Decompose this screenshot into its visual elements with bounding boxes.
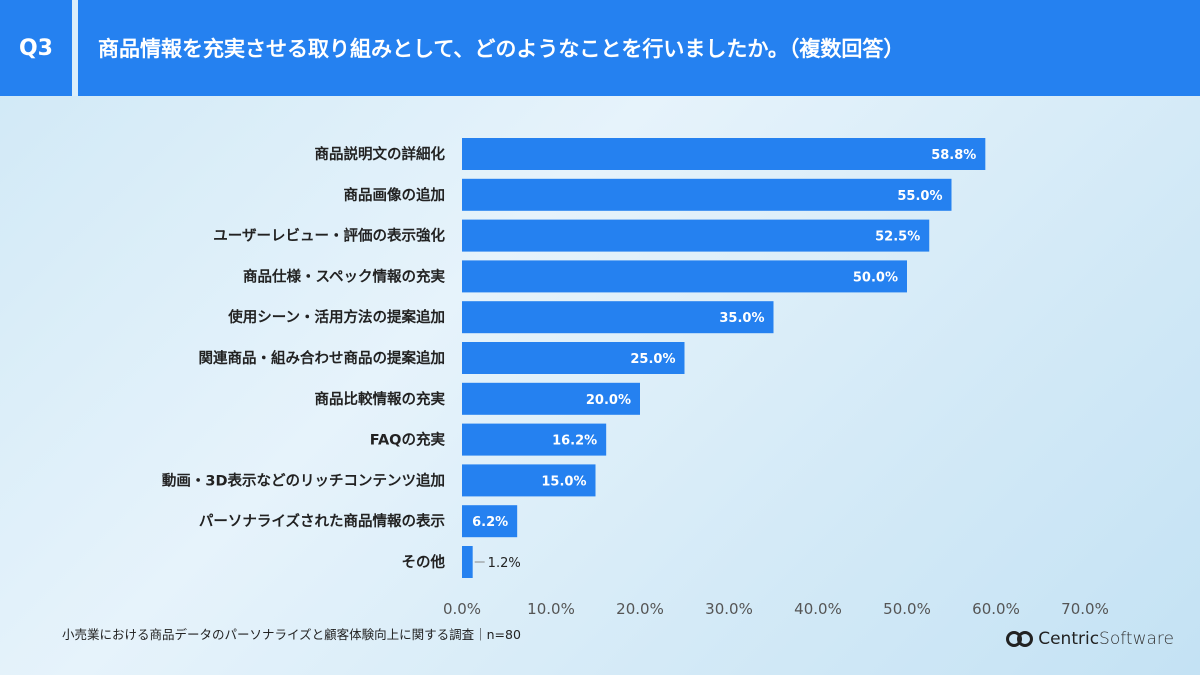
x-tick-label: 10.0% xyxy=(527,600,575,618)
bar xyxy=(462,382,640,415)
bar xyxy=(462,423,607,456)
x-tick-label: 0.0% xyxy=(443,600,481,618)
category-label: 関連商品・組み合わせ商品の提案追加 xyxy=(199,349,446,367)
divider xyxy=(72,0,78,96)
category-label: 商品比較情報の充実 xyxy=(315,390,446,408)
bar xyxy=(462,219,930,252)
category-label: ユーザーレビュー・評価の表示強化 xyxy=(213,227,445,245)
bar xyxy=(462,138,986,170)
value-label: 55.0% xyxy=(897,189,942,204)
value-label: 58.8% xyxy=(931,148,976,163)
bar xyxy=(462,260,907,293)
x-tick-label: 50.0% xyxy=(883,600,931,618)
x-tick-label: 30.0% xyxy=(705,600,753,618)
category-label: FAQの充実 xyxy=(370,431,446,449)
category-label: 商品画像の追加 xyxy=(344,186,446,204)
centric-software-logo: CentricSoftware xyxy=(1006,629,1174,649)
category-label: 商品説明文の詳細化 xyxy=(315,145,446,163)
bar xyxy=(462,342,685,374)
category-label: 使用シーン・活用方法の提案追加 xyxy=(227,308,445,326)
value-label: 50.0% xyxy=(853,270,898,285)
category-label: パーソナライズされた商品情報の表示 xyxy=(199,512,445,530)
value-label: 20.0% xyxy=(586,393,631,408)
value-label: 35.0% xyxy=(719,311,764,326)
x-tick-label: 40.0% xyxy=(794,600,842,618)
x-tick-label: 60.0% xyxy=(972,600,1020,618)
source-note: 小売業における商品データのパーソナライズと顧客体験向上に関する調査｜n=80 xyxy=(62,627,521,642)
bar xyxy=(462,464,596,497)
bar xyxy=(462,546,473,578)
value-label: 6.2% xyxy=(472,515,508,530)
value-label: 25.0% xyxy=(630,352,675,367)
bar xyxy=(462,301,774,334)
x-tick-label: 70.0% xyxy=(1061,600,1109,618)
header-bar: Q3 商品情報を充実させる取り組みとして、どのようなことを行いましたか。（複数回… xyxy=(0,0,1200,96)
x-tick-label: 20.0% xyxy=(616,600,664,618)
logo-icon xyxy=(1006,631,1034,647)
bar xyxy=(462,505,518,538)
category-label: 商品仕様・スペック情報の充実 xyxy=(243,267,445,285)
value-label: 1.2% xyxy=(488,556,521,571)
question-number: Q3 xyxy=(18,35,53,61)
value-label: 15.0% xyxy=(541,474,586,489)
bar xyxy=(462,178,952,211)
value-label: 52.5% xyxy=(875,230,920,245)
page-title: 商品情報を充実させる取り組みとして、どのようなことを行いましたか。（複数回答） xyxy=(98,37,905,61)
logo-text: CentricSoftware xyxy=(1038,629,1174,649)
category-label: 動画・3D表示などのリッチコンテンツ追加 xyxy=(162,471,445,489)
value-label: 16.2% xyxy=(552,434,597,449)
category-label: その他 xyxy=(402,553,446,571)
